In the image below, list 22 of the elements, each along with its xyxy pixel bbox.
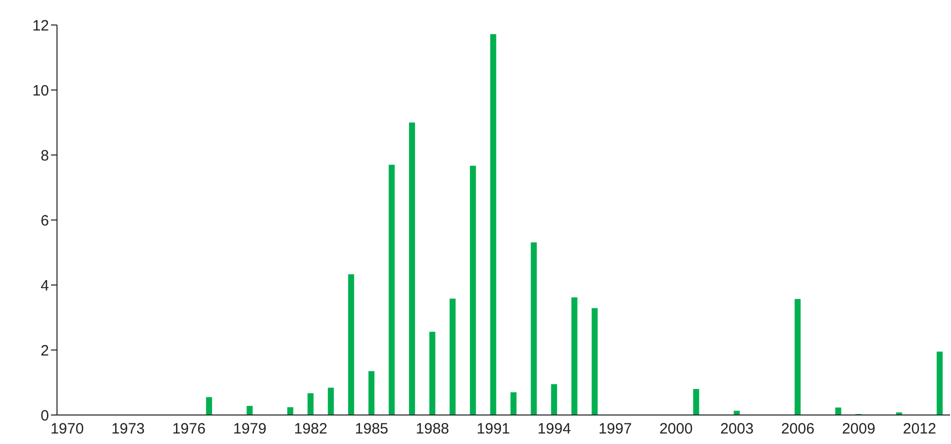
y-tick-label: 2 bbox=[40, 342, 49, 360]
x-tick-label: 1988 bbox=[416, 420, 450, 438]
x-tick-label: 1994 bbox=[538, 420, 571, 438]
x-tick-label: 1973 bbox=[111, 420, 145, 438]
x-tick-label: 1976 bbox=[172, 420, 206, 438]
y-tick-label: 12 bbox=[32, 17, 49, 34]
y-tick-label: 4 bbox=[40, 277, 49, 294]
x-tick-label: 2012 bbox=[902, 420, 936, 438]
y-tick-label: 0 bbox=[40, 407, 49, 424]
y-tick-label: 6 bbox=[40, 212, 49, 230]
y-tick-label: 10 bbox=[32, 82, 49, 100]
x-tick-label: 2003 bbox=[720, 420, 754, 438]
x-tick-label: 1970 bbox=[50, 420, 84, 438]
x-tick-label: 2009 bbox=[842, 420, 876, 438]
x-tick-label: 2006 bbox=[781, 420, 814, 438]
y-tick-label: 8 bbox=[40, 147, 49, 164]
x-tick-label: 1997 bbox=[598, 420, 632, 438]
x-tick-label: 1979 bbox=[233, 420, 266, 438]
x-tick-label: 2000 bbox=[659, 420, 693, 438]
x-tick-label: 1985 bbox=[354, 420, 388, 438]
x-tick-label: 1991 bbox=[476, 420, 510, 438]
x-tick-label: 1982 bbox=[294, 420, 328, 438]
